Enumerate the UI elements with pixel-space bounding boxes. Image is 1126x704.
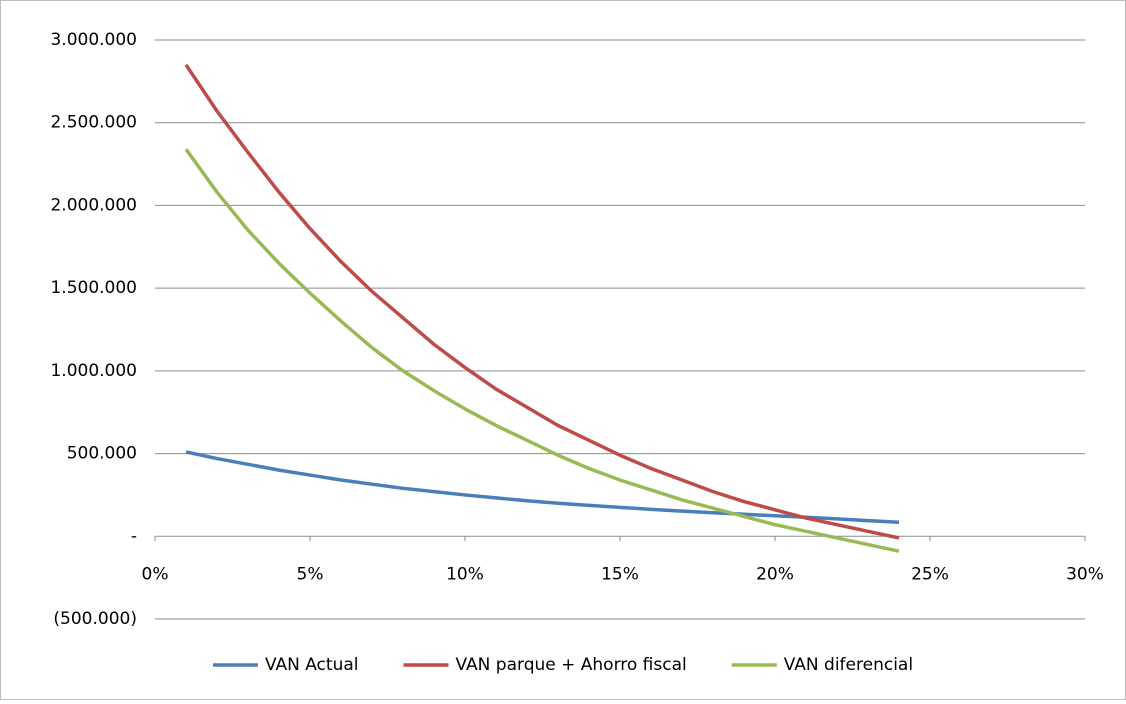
y-tick-label: 2.000.000 <box>50 195 137 215</box>
series-line <box>184 148 900 553</box>
x-tick-label: 0% <box>142 564 169 584</box>
x-tick-label: 10% <box>446 564 484 584</box>
x-tick-label: 30% <box>1066 564 1104 584</box>
y-tick-label: 2.500.000 <box>50 113 137 133</box>
series-line <box>185 450 900 524</box>
x-tick-label: 25% <box>911 564 949 584</box>
y-tick-label: 500.000 <box>67 444 137 464</box>
x-tick-label: 20% <box>756 564 794 584</box>
y-tick-label: 1.000.000 <box>50 361 137 381</box>
x-tick-label: 5% <box>297 564 324 584</box>
series-line <box>184 63 900 540</box>
y-tick-label: (500.000) <box>53 609 137 629</box>
y-tick-label: 1.500.000 <box>50 278 137 298</box>
legend-label: VAN parque + Ahorro fiscal <box>456 655 687 675</box>
legend-label: VAN diferencial <box>784 655 913 675</box>
y-tick-label: - <box>131 526 137 546</box>
x-tick-label: 15% <box>601 564 639 584</box>
y-tick-label: 3.000.000 <box>50 30 137 50</box>
legend-label: VAN Actual <box>265 655 359 675</box>
